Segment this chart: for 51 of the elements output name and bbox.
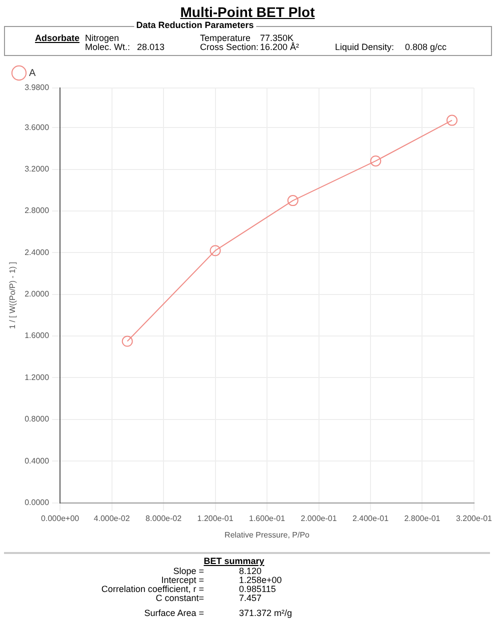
text: 16.200 Å² [260,42,300,52]
x-tick-label: 2.800e-01 [404,514,441,523]
text: Data Reduction Parameters [134,20,256,30]
x-tick-label: 2.400e-01 [352,514,390,523]
text: 8.120 [239,566,262,576]
x-tick-label: 1.600e-01 [249,514,286,523]
text: 0.808 g/cc [405,42,447,52]
point [370,155,382,166]
text: C constant= [156,593,204,603]
y-tick-label: 2.0000 [24,290,50,299]
y-tick-label: 2.4000 [24,248,50,257]
text: 7.457 [239,593,262,603]
chart-title: Multi-Point BET Plot [179,4,316,20]
x-tick-label: 0.000e+00 [41,514,80,523]
text: Liquid Density: [335,42,394,52]
y-tick-label: 1.2000 [24,372,50,382]
x-tick-label: 4.000e-02 [94,514,130,523]
x-tick-label: 8.000e-02 [146,514,182,523]
text: 0.985115 [239,584,276,594]
y-tick-label: 1.6000 [24,331,50,340]
text: Temperature [200,33,251,43]
text: Nitrogen [85,33,120,43]
text: Slope = [173,566,204,576]
text: BET summary [202,556,266,566]
x-tick-label: 3.200e-01 [456,514,493,523]
legend-label: A [29,68,36,79]
point [446,114,458,126]
x-axis-title: Relative Pressure, P/Po [224,530,310,540]
point [210,245,221,256]
y-tick-label: 3.6000 [24,122,50,132]
y-tick-label: 0.4000 [24,456,50,466]
point [122,336,133,347]
text: Cross Section: [200,42,259,52]
y-tick-label: 3.9800 [24,83,50,92]
text: Correlation coefficient, r = [101,584,204,594]
text: 1.258e+00 [239,575,282,585]
y-tick-label: 0.0000 [24,498,50,508]
text: Molec. Wt.: [85,42,130,52]
text: Surface Area = [144,608,204,618]
text: 371.372 m²/g [239,608,292,618]
text: Intercept = [161,575,204,585]
point [287,195,298,206]
text: 77.350K [260,33,294,43]
y-tick-label: 2.8000 [24,206,50,216]
y-tick-label: 3.2000 [24,164,50,174]
y-axis-title: 1 / [ W((Po/P) - 1) ] [8,262,18,329]
x-tick-label: 2.000e-01 [300,514,338,523]
x-tick-label: 1.200e-01 [197,514,234,523]
text: 28.013 [137,42,165,52]
y-tick-label: 0.8000 [24,414,50,424]
text: Adsorbate [35,33,80,43]
